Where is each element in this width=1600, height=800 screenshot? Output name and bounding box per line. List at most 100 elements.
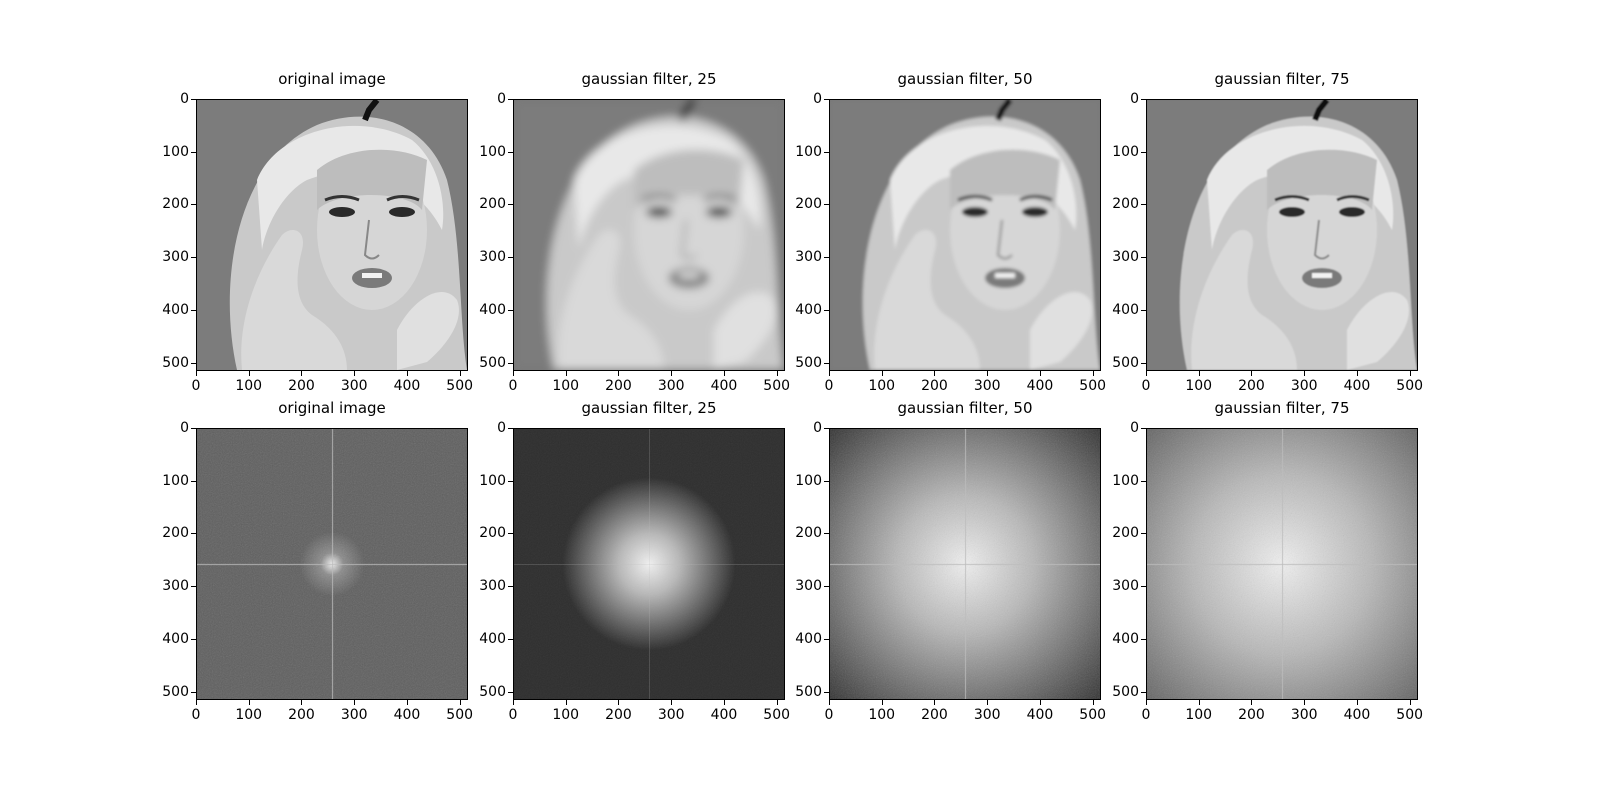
y-tick [824, 533, 829, 535]
x-tick-label: 200 [921, 707, 948, 723]
x-tick [1039, 700, 1041, 705]
x-tick-label: 400 [1026, 707, 1054, 723]
y-tick [508, 309, 513, 311]
y-tick-label: 300 [162, 578, 189, 595]
x-tick [934, 371, 936, 376]
y-tick [191, 362, 196, 364]
panel-title: gaussian filter, 75 [1214, 70, 1350, 88]
y-tick [824, 428, 829, 429]
y-tick [508, 586, 513, 588]
x-tick-label: 100 [868, 378, 896, 394]
image-panel-4: gaussian filter, 75 0 100 200 300 400 500 0 100 2… [1112, 70, 1423, 393]
y-tick [824, 691, 829, 693]
x-tick-label: 500 [763, 378, 791, 394]
x-tick [1146, 700, 1147, 705]
x-tick [723, 371, 725, 376]
grayscale-portrait-image [829, 99, 1101, 371]
portrait-drawing [197, 100, 467, 370]
x-tick-label: 400 [1343, 707, 1371, 723]
x-tick [934, 700, 936, 705]
x-tick-label: 0 [508, 378, 518, 394]
x-tick-label: 400 [710, 707, 738, 723]
panel-title: gaussian filter, 50 [897, 399, 1033, 417]
x-tick-label: 400 [393, 378, 421, 394]
y-tick [1141, 480, 1146, 482]
x-tick-label: 100 [1185, 707, 1213, 723]
x-tick [881, 700, 883, 705]
y-tick-label: 200 [1112, 196, 1139, 213]
x-tick [829, 700, 830, 705]
y-tick [824, 257, 829, 259]
x-tick-label: 300 [1290, 707, 1318, 723]
x-tick [354, 371, 356, 376]
y-tick [824, 638, 829, 640]
x-tick-label: 500 [1079, 378, 1107, 394]
x-tick [723, 700, 725, 705]
x-tick-label: 500 [763, 707, 791, 723]
x-tick [301, 700, 303, 705]
x-tick [406, 700, 408, 705]
x-tick [406, 371, 408, 376]
y-tick-label: 400 [479, 630, 506, 647]
y-tick [191, 691, 196, 693]
x-tick-label: 100 [235, 707, 263, 723]
x-tick [248, 700, 250, 705]
x-tick [1251, 371, 1253, 376]
y-tick [1141, 151, 1146, 153]
y-tick-label: 100 [1112, 143, 1139, 160]
x-tick [196, 371, 197, 376]
y-tick-label: 0 [497, 91, 506, 107]
x-tick-label: 300 [340, 378, 368, 394]
x-tick-label: 400 [710, 378, 738, 394]
y-tick-label: 500 [162, 354, 189, 371]
x-tick [671, 371, 673, 376]
x-tick-label: 500 [1396, 378, 1424, 394]
y-tick [191, 586, 196, 588]
portrait-drawing [830, 100, 1100, 370]
x-tick [1198, 371, 1200, 376]
x-tick [1356, 700, 1358, 705]
x-tick [829, 371, 830, 376]
panel-title: gaussian filter, 50 [897, 70, 1033, 88]
y-tick-label: 400 [479, 301, 506, 318]
y-tick-label: 0 [813, 91, 822, 107]
y-tick [824, 480, 829, 482]
y-tick [1141, 428, 1146, 429]
y-tick [508, 428, 513, 429]
y-tick-label: 300 [795, 578, 822, 595]
y-tick-label: 200 [795, 196, 822, 213]
x-tick-label: 500 [446, 707, 474, 723]
y-tick-label: 300 [479, 249, 506, 266]
spectrum-panel-3: gaussian filter, 50 0 100 200 300 400 500 0 100 2… [795, 399, 1106, 722]
x-tick [618, 700, 620, 705]
x-tick [513, 700, 514, 705]
y-tick-label: 200 [162, 196, 189, 213]
y-tick [824, 99, 829, 100]
y-tick [1141, 533, 1146, 535]
x-tick [671, 700, 673, 705]
y-tick-label: 300 [1112, 249, 1139, 266]
x-tick-label: 300 [657, 707, 685, 723]
y-tick [1141, 99, 1146, 100]
x-tick-label: 400 [1343, 378, 1371, 394]
y-tick [824, 362, 829, 364]
panel-title: original image [278, 399, 386, 417]
x-tick-label: 200 [605, 378, 632, 394]
y-tick [1141, 691, 1146, 693]
x-tick-label: 200 [288, 378, 315, 394]
y-tick [508, 362, 513, 364]
y-tick-label: 0 [180, 420, 189, 436]
x-tick-label: 300 [1290, 378, 1318, 394]
y-tick [508, 533, 513, 535]
x-tick [248, 371, 250, 376]
x-tick-label: 300 [657, 378, 685, 394]
y-tick [1141, 638, 1146, 640]
x-tick-label: 0 [1141, 378, 1151, 394]
y-tick-label: 200 [162, 525, 189, 542]
y-tick-label: 0 [1130, 420, 1139, 436]
x-tick-label: 400 [1026, 378, 1054, 394]
x-tick-label: 100 [552, 378, 580, 394]
y-tick [508, 99, 513, 100]
y-tick [508, 257, 513, 259]
